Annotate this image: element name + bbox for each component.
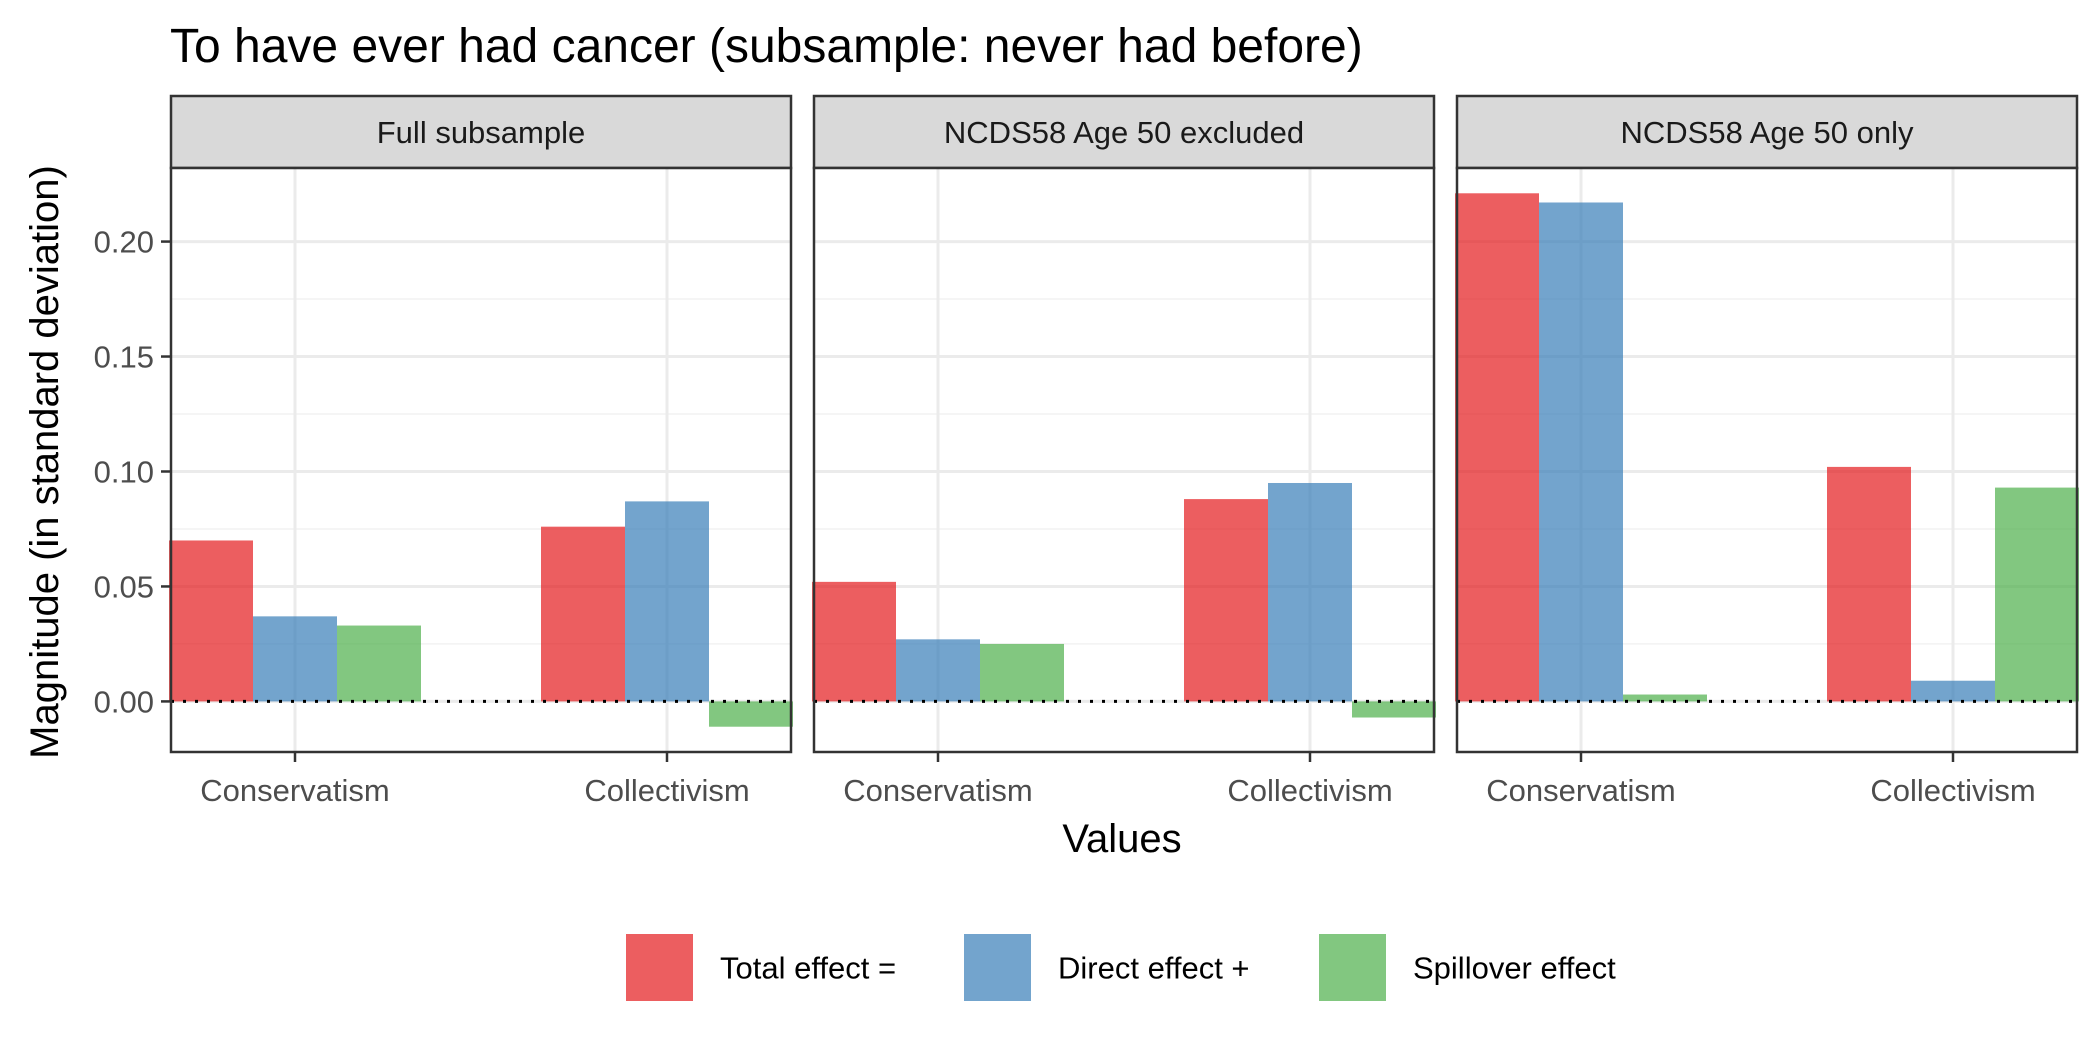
bar-collectivism-series-1 <box>1827 466 1911 702</box>
legend-item-1: Total effect = <box>626 934 896 1001</box>
legend-item-2: Direct effect + <box>964 934 1250 1001</box>
y-tick-label: 0.20 <box>94 225 154 260</box>
legend-label: Direct effect + <box>1058 951 1250 986</box>
bar-conservatism-series-1 <box>812 581 896 702</box>
x-tick-label: Collectivism <box>1227 773 1392 808</box>
y-axis: 0.00 0.05 0.10 0.15 0.20 <box>94 225 171 719</box>
legend: Total effect = Direct effect + Spillover e… <box>626 934 1616 1001</box>
legend-label: Total effect = <box>720 951 896 986</box>
x-tick-label: Conservatism <box>1486 773 1676 808</box>
legend-key <box>626 934 693 1001</box>
x-tick-label: Conservatism <box>843 773 1033 808</box>
bar-conservatism-series-3 <box>1623 694 1707 702</box>
bar-collectivism-series-2 <box>1911 680 1995 702</box>
bar-collectivism-series-2 <box>1268 482 1352 702</box>
y-axis-title: Magnitude (in standard deviation) <box>23 165 67 759</box>
facet-panel-1: Full subsample Conservatism Collectivism <box>169 94 793 808</box>
bar-collectivism-series-3 <box>709 701 793 727</box>
bar-conservatism-series-2 <box>1539 202 1623 702</box>
bar-collectivism-series-1 <box>1184 499 1268 702</box>
facet-strip <box>1455 94 2079 170</box>
bar-conservatism-series-3 <box>980 643 1064 702</box>
panel-border <box>1455 166 2079 754</box>
panel-border <box>169 166 793 754</box>
bar-conservatism-series-1 <box>169 540 253 702</box>
legend-key <box>964 934 1031 1001</box>
x-axis-title: Values <box>1062 817 1181 861</box>
legend-key <box>1319 934 1386 1001</box>
bar-collectivism-series-2 <box>625 501 709 702</box>
facet-panel-2: NCDS58 Age 50 excluded Conservatism Collec… <box>812 94 1436 808</box>
x-tick-label: Conservatism <box>200 773 390 808</box>
panel-border <box>812 166 1436 754</box>
bar-conservatism-series-1 <box>1455 193 1539 702</box>
bar-collectivism-series-3 <box>1352 701 1436 718</box>
y-tick-label: 0.10 <box>94 454 154 489</box>
facet-strip-label: NCDS58 Age 50 only <box>1621 115 1914 150</box>
facet-strip-label: NCDS58 Age 50 excluded <box>944 115 1304 150</box>
facet-strip-label: Full subsample <box>377 115 585 150</box>
x-tick-label: Collectivism <box>584 773 749 808</box>
y-tick-label: 0.00 <box>94 684 154 719</box>
facet-strip <box>169 94 793 170</box>
facet-panel-3: NCDS58 Age 50 only Conservatism Collectivi… <box>1455 94 2079 808</box>
bar-conservatism-series-3 <box>337 625 421 702</box>
legend-label: Spillover effect <box>1413 951 1616 986</box>
bar-collectivism-series-1 <box>541 526 625 702</box>
y-tick-label: 0.15 <box>94 340 154 375</box>
legend-item-3: Spillover effect <box>1319 934 1616 1001</box>
y-tick-label: 0.05 <box>94 569 154 604</box>
bar-collectivism-series-3 <box>1995 487 2079 702</box>
bar-conservatism-series-2 <box>896 639 980 702</box>
bar-conservatism-series-2 <box>253 616 337 702</box>
x-tick-label: Collectivism <box>1870 773 2035 808</box>
chart-title: To have ever had cancer (subsample: neve… <box>170 20 1363 73</box>
